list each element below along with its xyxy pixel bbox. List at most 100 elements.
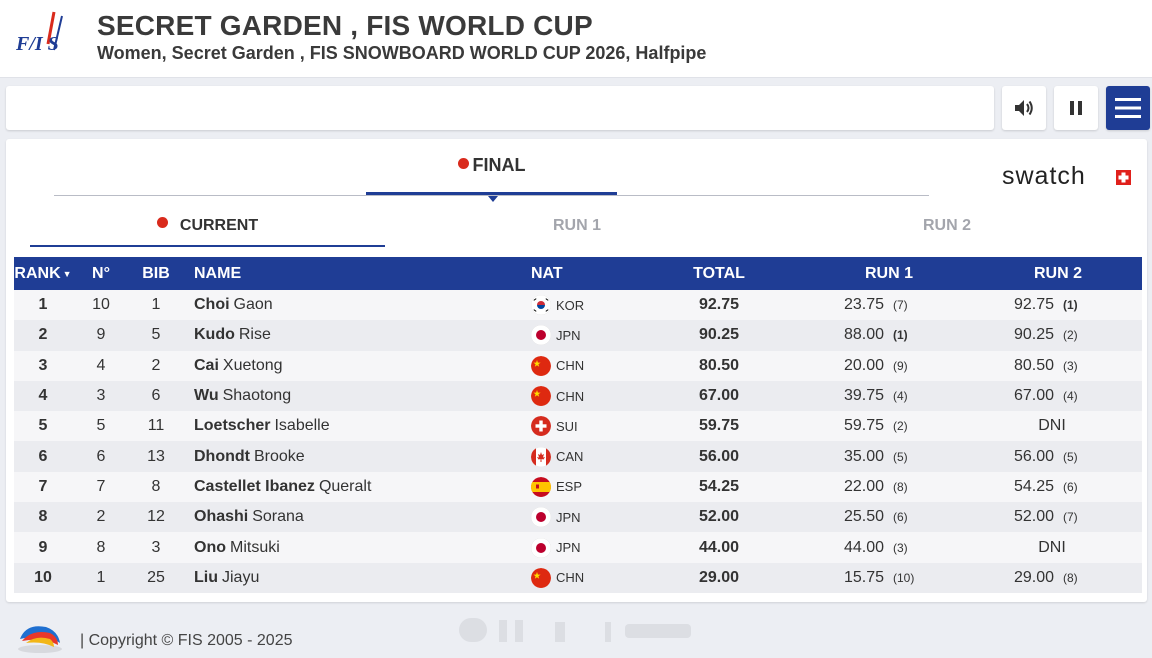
fis-logo: F/I S bbox=[15, 11, 63, 55]
page-title: SECRET GARDEN , FIS WORLD CUP bbox=[97, 10, 593, 41]
col-nat-header: NAT bbox=[531, 264, 563, 282]
bib-cell: 25 bbox=[147, 568, 165, 586]
athlete-last-name: Castellet Ibanez bbox=[194, 477, 315, 495]
bib-cell: 8 bbox=[151, 477, 161, 495]
results-table-body: 1 10 1 Choi Gaon KOR 92.75 23.75 (7) 92.75 (1) 2 9 5 K… bbox=[14, 290, 1142, 593]
table-row[interactable]: 1 10 1 Choi Gaon KOR 92.75 23.75 (7) 92.75 (1) bbox=[14, 290, 1142, 321]
athlete-name[interactable]: Ono Mitsuki bbox=[194, 532, 524, 562]
athlete-name[interactable]: Liu Jiayu bbox=[194, 563, 524, 593]
flag-kor-icon bbox=[531, 295, 551, 316]
run1-position: (3) bbox=[893, 540, 908, 555]
bib-cell: 3 bbox=[151, 538, 161, 556]
menu-button[interactable] bbox=[1106, 86, 1150, 130]
tab-final-label: FINAL bbox=[472, 155, 526, 175]
nation-code: CHN bbox=[556, 388, 585, 404]
run2-score: 54.25 bbox=[1013, 477, 1054, 495]
total-cell: 80.50 bbox=[698, 356, 740, 374]
flag-esp-icon bbox=[531, 476, 551, 497]
nation-code: JPN bbox=[556, 327, 581, 343]
total-cell: 29.00 bbox=[698, 568, 740, 586]
run1-cell: 39.75 (4) bbox=[834, 381, 944, 411]
bib-cell: 5 bbox=[151, 326, 161, 344]
nation-cell: CHN bbox=[531, 563, 651, 593]
tab-run1[interactable]: RUN 1 bbox=[552, 217, 601, 234]
athlete-name[interactable]: Kudo Rise bbox=[194, 320, 524, 350]
nation-code: CAN bbox=[556, 449, 584, 465]
run1-score: 20.00 bbox=[843, 356, 884, 374]
run2-position: (5) bbox=[1063, 449, 1078, 464]
athlete-first-name: Jiayu bbox=[222, 568, 260, 586]
run1-score: 22.00 bbox=[843, 477, 884, 495]
athlete-last-name: Ono bbox=[194, 538, 226, 556]
run2-score: 90.25 bbox=[1013, 326, 1054, 344]
athlete-name[interactable]: Wu Shaotong bbox=[194, 381, 524, 411]
total-cell: 54.25 bbox=[698, 477, 740, 495]
table-row[interactable]: 7 7 8 Castellet Ibanez Queralt ESP 54.25 22.00 (… bbox=[14, 471, 1142, 503]
start-no-cell: 7 bbox=[96, 477, 106, 495]
run1-position: (8) bbox=[893, 479, 908, 494]
start-no-cell: 6 bbox=[96, 447, 106, 465]
tab-divider bbox=[54, 195, 929, 196]
nation-cell: CHN bbox=[531, 381, 651, 411]
run1-cell: 88.00 (1) bbox=[834, 320, 944, 350]
athlete-name[interactable]: Dhondt Brooke bbox=[194, 441, 524, 471]
caret-down-icon bbox=[488, 196, 498, 202]
table-row[interactable]: 6 6 13 Dhondt Brooke CAN 56.00 35.00 (5) 56.00 (5) bbox=[14, 441, 1142, 472]
athlete-last-name: Loetscher bbox=[194, 417, 271, 435]
table-row[interactable]: 5 5 11 Loetscher Isabelle SUI 59.75 59.75 (2) DNI bbox=[14, 411, 1142, 442]
total-cell: 52.00 bbox=[698, 508, 740, 526]
rank-cell: 6 bbox=[38, 447, 48, 465]
athlete-last-name: Ohashi bbox=[194, 508, 249, 526]
bib-cell: 1 bbox=[151, 296, 161, 314]
sound-button[interactable] bbox=[1002, 86, 1046, 130]
col-rank-header[interactable]: RANK ▼ bbox=[14, 264, 72, 282]
athlete-first-name: Isabelle bbox=[274, 417, 330, 435]
run2-score: DNI bbox=[1038, 538, 1066, 556]
table-row[interactable]: 2 9 5 Kudo Rise JPN 90.25 88.00 (1) 90.25 (2) bbox=[14, 320, 1142, 351]
nation-cell: JPN bbox=[531, 320, 651, 350]
flag-jpn-icon bbox=[531, 325, 551, 346]
rank-cell: 9 bbox=[38, 538, 48, 556]
athlete-name[interactable]: Castellet Ibanez Queralt bbox=[194, 472, 524, 502]
col-no-header: N° bbox=[92, 264, 110, 282]
table-row[interactable]: 9 8 3 Ono Mitsuki JPN 44.00 44.00 (3) DNI bbox=[14, 532, 1142, 563]
nation-code: CHN bbox=[556, 570, 585, 586]
total-cell: 90.25 bbox=[698, 326, 740, 344]
tab-final[interactable]: FINAL bbox=[366, 155, 617, 195]
start-no-cell: 8 bbox=[96, 538, 106, 556]
table-row[interactable]: 4 3 6 Wu Shaotong CHN 67.00 39.75 (4) 67.00 (4) bbox=[14, 380, 1142, 412]
rank-cell: 2 bbox=[38, 326, 48, 344]
athlete-name[interactable]: Cai Xuetong bbox=[194, 351, 524, 381]
athlete-name[interactable]: Loetscher Isabelle bbox=[194, 411, 524, 441]
copyright-text: | Copyright © FIS 2005 - 2025 bbox=[80, 632, 293, 649]
table-row[interactable]: 3 4 2 Cai Xuetong CHN 80.50 20.00 (9) 80.50 (3) bbox=[14, 350, 1142, 381]
run1-score: 23.75 bbox=[843, 296, 884, 314]
start-no-cell: 1 bbox=[96, 568, 106, 586]
live-dot-icon bbox=[156, 217, 168, 228]
run2-score: 67.00 bbox=[1013, 387, 1054, 405]
col-bib-header: BIB bbox=[142, 264, 170, 282]
nation-code: CHN bbox=[556, 358, 585, 374]
athlete-last-name: Liu bbox=[194, 568, 218, 586]
athlete-name[interactable]: Ohashi Sorana bbox=[194, 502, 524, 532]
pause-button[interactable] bbox=[1054, 86, 1098, 130]
table-row[interactable]: 10 1 25 Liu Jiayu CHN 29.00 15.75 (10) 29.00 (8) bbox=[14, 562, 1142, 593]
athlete-last-name: Dhondt bbox=[194, 447, 250, 465]
athlete-last-name: Choi bbox=[194, 296, 230, 314]
message-bar bbox=[6, 86, 994, 130]
page-header: F/I S SECRET GARDEN , FIS WORLD CUP Wome… bbox=[0, 0, 1152, 78]
run2-cell: 54.25 (6) bbox=[1004, 472, 1114, 502]
pause-icon bbox=[1070, 101, 1082, 115]
bib-cell: 6 bbox=[151, 387, 161, 405]
partner-logos bbox=[459, 618, 691, 642]
tab-final-underline bbox=[366, 192, 617, 195]
speaker-icon bbox=[1015, 100, 1033, 116]
swatch-logo: swatch bbox=[1002, 163, 1131, 189]
table-row[interactable]: 8 2 12 Ohashi Sorana JPN 52.00 25.50 (6) 52.00 (7) bbox=[14, 502, 1142, 533]
athlete-name[interactable]: Choi Gaon bbox=[194, 290, 524, 320]
page-subtitle: Women, Secret Garden , FIS SNOWBOARD WOR… bbox=[97, 43, 707, 63]
athlete-first-name: Mitsuki bbox=[230, 538, 280, 556]
rank-cell: 4 bbox=[38, 387, 48, 405]
tab-run2[interactable]: RUN 2 bbox=[922, 217, 971, 234]
tab-current[interactable]: CURRENT bbox=[30, 217, 385, 247]
